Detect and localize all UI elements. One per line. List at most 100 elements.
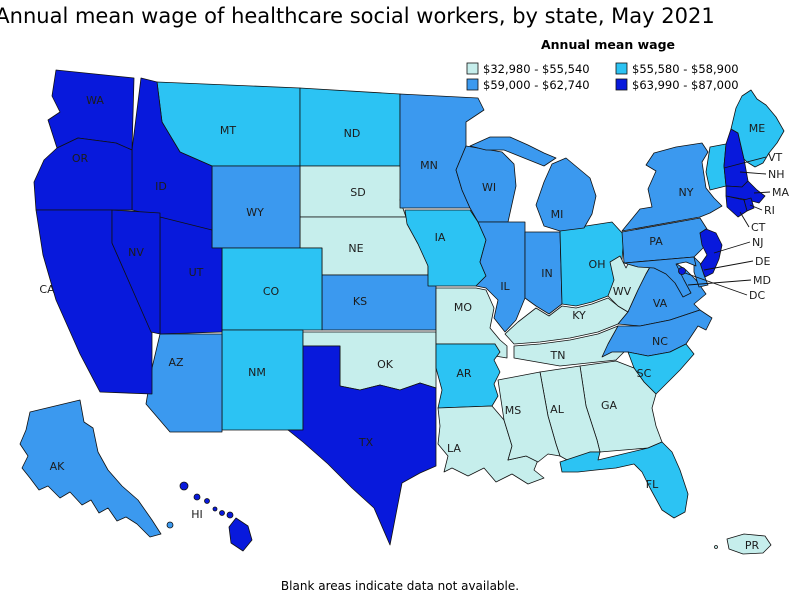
state-AR <box>435 343 501 409</box>
state-MI-lower <box>535 157 597 232</box>
footnote: Blank areas indicate data not available. <box>281 579 519 593</box>
state-label-ID: ID <box>155 180 167 193</box>
state-HI-island-1 <box>179 481 189 491</box>
legend-label-4: $63,990 - $87,000 <box>632 78 739 92</box>
leader-MA <box>753 191 771 194</box>
state-NY <box>621 142 723 232</box>
leader-DC <box>684 272 748 296</box>
state-label-AR: AR <box>456 367 472 380</box>
callout-label-RI: RI <box>764 204 775 217</box>
state-label-MN: MN <box>420 159 438 172</box>
leader-CT <box>739 211 750 228</box>
callout-label-DC: DC <box>749 289 765 302</box>
state-label-UT: UT <box>189 266 204 279</box>
state-label-TX: TX <box>358 436 374 449</box>
state-DC-dot <box>678 267 686 275</box>
state-KS <box>321 274 437 331</box>
state-label-KS: KS <box>353 295 367 308</box>
callout-label-DE: DE <box>755 255 770 268</box>
callout-label-CT: CT <box>751 221 766 234</box>
state-NJ <box>699 228 723 278</box>
state-HI-island-5 <box>219 510 225 516</box>
page-title: Annual mean wage of healthcare social wo… <box>0 4 715 28</box>
legend-label-3: $59,000 - $62,740 <box>483 78 590 92</box>
callout-label-MD: MD <box>753 274 771 287</box>
state-label-OR: OR <box>72 152 89 165</box>
state-HI-island-2 <box>193 493 201 501</box>
state-AZ <box>145 333 223 433</box>
state-label-NM: NM <box>248 366 266 379</box>
state-label-TN: TN <box>550 349 566 362</box>
state-label-NY: NY <box>679 186 694 199</box>
state-ID <box>131 77 213 231</box>
state-label-IL: IL <box>500 280 510 293</box>
state-label-WI: WI <box>482 181 496 194</box>
state-label-CA: CA <box>39 283 55 296</box>
state-MI-upper <box>469 136 557 167</box>
us-map <box>19 69 785 555</box>
leader-VT <box>723 156 767 169</box>
state-FL <box>559 441 689 519</box>
state-PR-islet <box>714 545 718 549</box>
state-label-MS: MS <box>505 404 521 417</box>
state-label-MT: MT <box>220 124 236 137</box>
state-label-CO: CO <box>263 285 280 298</box>
state-label-AK: AK <box>50 460 66 473</box>
state-NV <box>111 209 161 335</box>
state-label-PR: PR <box>745 539 760 552</box>
state-label-OK: OK <box>377 358 394 371</box>
state-MD <box>623 256 697 298</box>
state-labels: WA OR CA NV ID MT WY UT AZ CO NM ND SD N… <box>39 94 765 552</box>
legend-swatch-2 <box>615 62 628 75</box>
state-label-AL: AL <box>550 403 565 416</box>
state-label-VA: VA <box>653 297 668 310</box>
legend-label-1: $32,980 - $55,540 <box>483 62 590 76</box>
callout-label-NJ: NJ <box>752 236 763 249</box>
callout-label-NH: NH <box>768 168 785 181</box>
leader-DE <box>703 260 754 271</box>
state-TX <box>287 345 437 546</box>
state-label-OH: OH <box>589 258 606 271</box>
state-MS <box>497 371 561 463</box>
legend: Annual mean wage $32,980 - $55,540 $55,5… <box>466 37 739 92</box>
state-WA <box>47 69 135 151</box>
legend-swatch-1 <box>466 62 479 75</box>
state-label-PA: PA <box>649 235 663 248</box>
state-HI-island-3 <box>204 498 210 504</box>
legend-label-2: $55,580 - $58,900 <box>632 62 739 76</box>
state-VT <box>705 143 727 191</box>
leader-NH <box>739 171 767 175</box>
state-label-FL: FL <box>646 478 659 491</box>
state-label-KY: KY <box>572 309 586 322</box>
state-HI-island-4 <box>212 506 218 512</box>
state-label-ND: ND <box>344 127 361 140</box>
state-label-SC: SC <box>637 367 652 380</box>
leader-MD <box>687 279 752 286</box>
callout-labels: VT NH MA RI CT NJ DE MD DC <box>749 151 789 302</box>
state-label-NE: NE <box>348 242 363 255</box>
callout-label-VT: VT <box>768 151 783 164</box>
state-HI-island-6 <box>226 511 234 519</box>
state-label-SD: SD <box>350 186 365 199</box>
state-label-IA: IA <box>435 231 446 244</box>
state-label-HI: HI <box>191 508 203 521</box>
state-label-WA: WA <box>86 94 104 107</box>
state-label-NV: NV <box>128 246 144 259</box>
state-NM <box>221 329 304 431</box>
state-label-MI: MI <box>551 208 564 221</box>
state-label-AZ: AZ <box>168 356 184 369</box>
state-KY <box>504 297 629 345</box>
state-label-GA: GA <box>601 399 618 412</box>
state-label-WY: WY <box>246 206 264 219</box>
legend-swatch-3 <box>466 78 479 91</box>
state-label-NC: NC <box>652 335 668 348</box>
state-label-WV: WV <box>613 285 632 298</box>
state-label-ME: ME <box>749 122 765 135</box>
legend-swatch-4 <box>615 78 628 91</box>
callout-label-MA: MA <box>772 186 789 199</box>
leader-RI <box>749 204 763 211</box>
state-PR <box>726 533 772 555</box>
state-label-IN: IN <box>541 267 552 280</box>
state-ME <box>730 89 785 168</box>
